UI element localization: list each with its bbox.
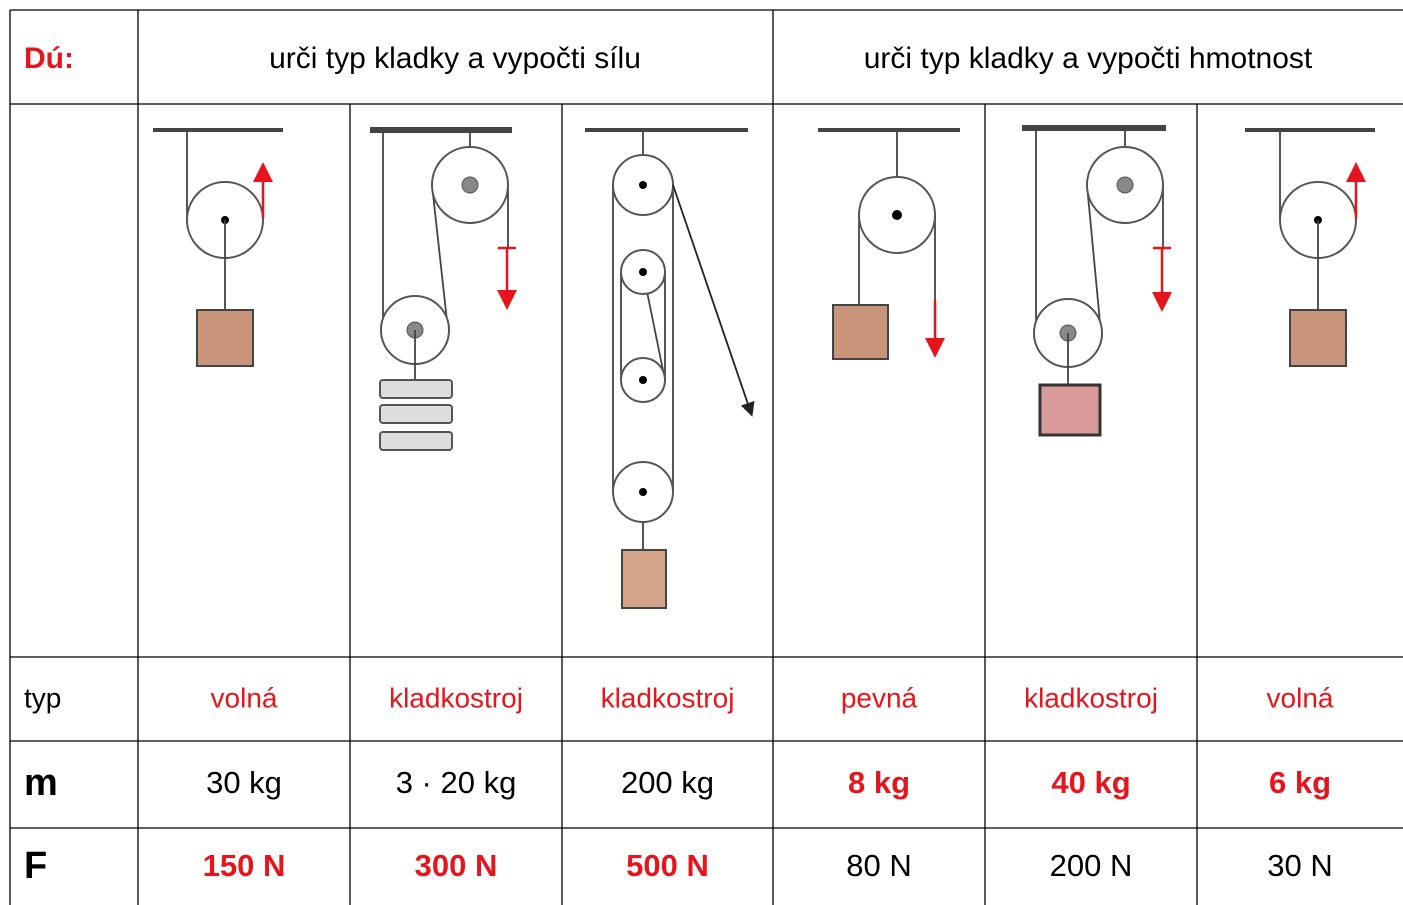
cell-text: volná xyxy=(1267,682,1334,713)
homework-label: Dú: xyxy=(24,42,74,75)
task-heading: urči typ kladky a vypočti hmotnost xyxy=(864,42,1313,75)
table-body: typ volná kladkostroj kladkostroj pevná kladk… xyxy=(24,682,1334,887)
row-label: typ xyxy=(24,682,61,713)
cell-text: 200 kg xyxy=(621,765,714,800)
cell-text: 40 kg xyxy=(1051,765,1130,800)
cell-text: 300 N xyxy=(415,848,498,883)
cell-text: 80 N xyxy=(846,848,911,883)
grid xyxy=(9,9,1403,905)
cell-text: 30 kg xyxy=(206,765,282,800)
cell-text: 30 N xyxy=(1267,848,1332,883)
cell-text: volná xyxy=(211,682,278,713)
cell-text: 500 N xyxy=(626,848,709,883)
cell-text: 8 kg xyxy=(848,765,910,800)
cell-text: 3 · 20 kg xyxy=(396,765,517,800)
row-label: m xyxy=(24,762,58,804)
task-heading: urči typ kladky a vypočti sílu xyxy=(269,42,641,75)
cell-text: 200 N xyxy=(1050,848,1133,883)
cell-text: kladkostroj xyxy=(389,682,523,713)
cell-text: pevná xyxy=(841,682,918,713)
cell-text: 150 N xyxy=(203,848,286,883)
cell-text: kladkostroj xyxy=(601,682,735,713)
pulley-diagrams xyxy=(153,125,1375,609)
cell-text: 6 kg xyxy=(1269,765,1331,800)
row-label: F xyxy=(24,845,47,887)
cell-text: kladkostroj xyxy=(1024,682,1158,713)
